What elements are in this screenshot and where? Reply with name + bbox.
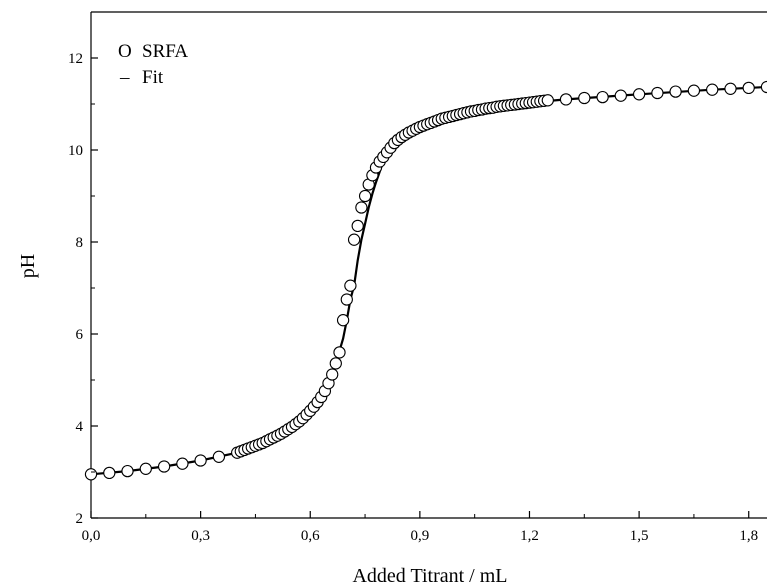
y-tick-label: 6	[76, 327, 84, 343]
data-point-srfa	[329, 357, 342, 370]
data-point-srfa	[358, 189, 372, 203]
x-tick-label: 1,5	[630, 528, 649, 544]
data-point-srfa	[157, 460, 171, 473]
data-point-srfa	[760, 80, 767, 94]
y-axis-title: pH	[17, 254, 39, 278]
x-tick-label: 0,3	[191, 528, 210, 544]
legend-symbol-fit: –	[119, 67, 130, 88]
data-point-srfa	[333, 346, 346, 359]
y-tick-label: 10	[68, 143, 83, 159]
x-tick-label: 0,0	[82, 528, 101, 544]
legend: O SRFA – Fit	[118, 41, 188, 88]
data-point-srfa	[632, 88, 646, 101]
data-point-srfa	[347, 233, 361, 246]
fit-line-layer	[90, 85, 767, 476]
legend-label-srfa: SRFA	[142, 41, 188, 62]
data-point-srfa	[103, 466, 116, 480]
data-point-srfa	[596, 90, 609, 104]
x-axis-title: Added Titrant / mL	[352, 565, 507, 587]
x-tick-label: 0,9	[410, 528, 429, 544]
data-point-srfa	[578, 91, 591, 105]
data-point-srfa	[194, 454, 207, 467]
data-point-srfa	[706, 83, 719, 96]
data-point-srfa	[669, 85, 682, 98]
data-points-layer	[84, 80, 767, 481]
data-point-srfa	[84, 468, 98, 481]
data-point-srfa	[326, 368, 339, 381]
data-point-srfa	[336, 314, 350, 327]
y-axis-ticks: 2 4 6 8 10 12	[68, 11, 98, 527]
y-tick-label: 8	[76, 235, 84, 251]
data-point-srfa	[614, 89, 627, 102]
data-point-srfa	[687, 84, 701, 97]
data-point-srfa	[344, 279, 357, 292]
x-tick-label: 1,8	[739, 528, 758, 544]
data-point-srfa	[139, 462, 152, 475]
y-tick-label: 2	[76, 511, 84, 527]
x-tick-label: 0,6	[301, 528, 320, 544]
data-point-srfa	[121, 464, 134, 478]
data-point-srfa	[176, 457, 189, 470]
data-point-srfa	[340, 293, 353, 306]
data-point-srfa	[355, 201, 368, 214]
fit-line	[90, 85, 767, 476]
plot-frame	[90, 11, 767, 519]
data-point-srfa	[541, 94, 554, 107]
data-point-srfa	[742, 81, 755, 95]
x-tick-label: 1,2	[520, 528, 539, 544]
data-point-srfa	[724, 82, 737, 95]
data-point-srfa	[559, 93, 573, 106]
legend-label-fit: Fit	[142, 67, 164, 88]
data-point-srfa	[651, 86, 664, 100]
y-tick-label: 12	[68, 51, 83, 67]
legend-symbol-srfa: O	[118, 41, 132, 62]
y-tick-label: 4	[76, 419, 84, 435]
data-point-srfa	[212, 450, 226, 463]
x-axis-ticks: 0,0 0,3 0,6 0,9 1,2 1,5 1,8	[82, 511, 758, 544]
data-point-srfa	[351, 219, 364, 233]
